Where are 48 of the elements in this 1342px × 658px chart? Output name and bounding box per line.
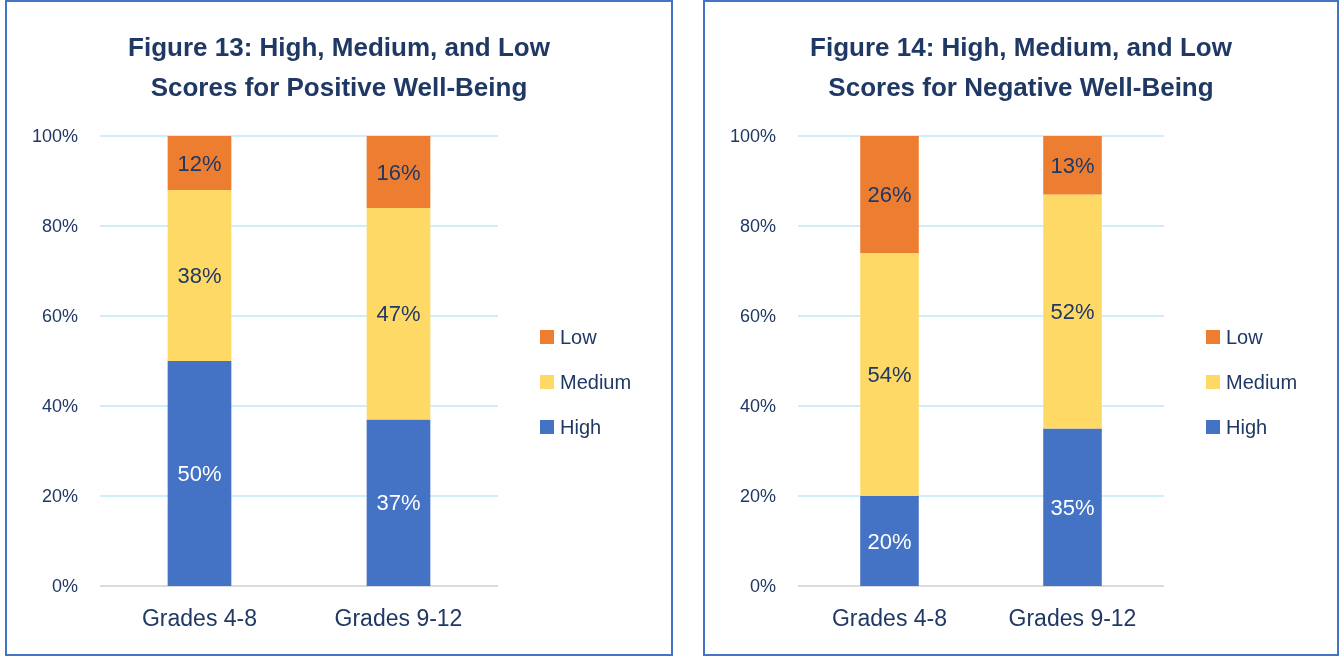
y-tick-label: 80% — [739, 216, 776, 237]
y-tick-label: 100% — [729, 126, 776, 147]
x-tick-label: Grades 4-8 — [141, 605, 258, 631]
y-tick-label: 20% — [739, 486, 776, 507]
legend-label: High — [1226, 416, 1268, 438]
data-label: 16% — [376, 159, 421, 185]
chart-title: Figure 13: High, Medium, and Low Scores for Positive Well-Being — [128, 32, 551, 102]
y-tick-label: 20% — [41, 486, 78, 507]
y-tick-label: 80% — [41, 216, 78, 237]
bar — [860, 253, 919, 496]
legend-label: High — [560, 416, 602, 438]
data-label: 20% — [867, 528, 912, 554]
y-tick-label: 0% — [51, 576, 78, 597]
data-label: 52% — [1050, 299, 1095, 325]
y-tick-label: 0% — [749, 576, 776, 597]
bar — [167, 361, 232, 586]
legend-label: Medium — [560, 371, 632, 393]
data-label: 13% — [1050, 152, 1095, 178]
data-label: 54% — [867, 362, 912, 388]
data-label: 26% — [867, 182, 912, 208]
bar — [167, 190, 232, 361]
legend-label: Low — [1226, 326, 1264, 348]
bar — [860, 136, 919, 253]
bar — [167, 136, 232, 190]
bar — [1043, 136, 1102, 195]
y-tick-label: 100% — [31, 126, 78, 147]
data-label: 37% — [376, 490, 421, 516]
bar — [1043, 428, 1102, 586]
data-label: 38% — [177, 263, 222, 289]
y-tick-label: 60% — [739, 306, 776, 327]
chart-title: Figure 14: High, Medium, and Low Scores for Negative Well-Being — [810, 32, 1233, 102]
legend-label: Low — [560, 326, 598, 348]
bar — [366, 208, 431, 420]
bar — [1043, 194, 1102, 429]
y-tick-label: 40% — [41, 396, 78, 417]
data-label: 47% — [376, 301, 421, 327]
x-tick-label: Grades 9-12 — [334, 605, 463, 631]
x-tick-label: Grades 4-8 — [831, 605, 948, 631]
legend-label: Medium — [1226, 371, 1298, 393]
data-label: 12% — [177, 150, 222, 176]
y-tick-label: 40% — [739, 396, 776, 417]
bar — [366, 136, 431, 208]
y-tick-label: 60% — [41, 306, 78, 327]
bar — [860, 496, 919, 586]
data-label: 35% — [1050, 494, 1095, 520]
x-tick-label: Grades 9-12 — [1008, 605, 1137, 631]
data-label: 50% — [177, 461, 222, 487]
bar — [366, 419, 431, 586]
